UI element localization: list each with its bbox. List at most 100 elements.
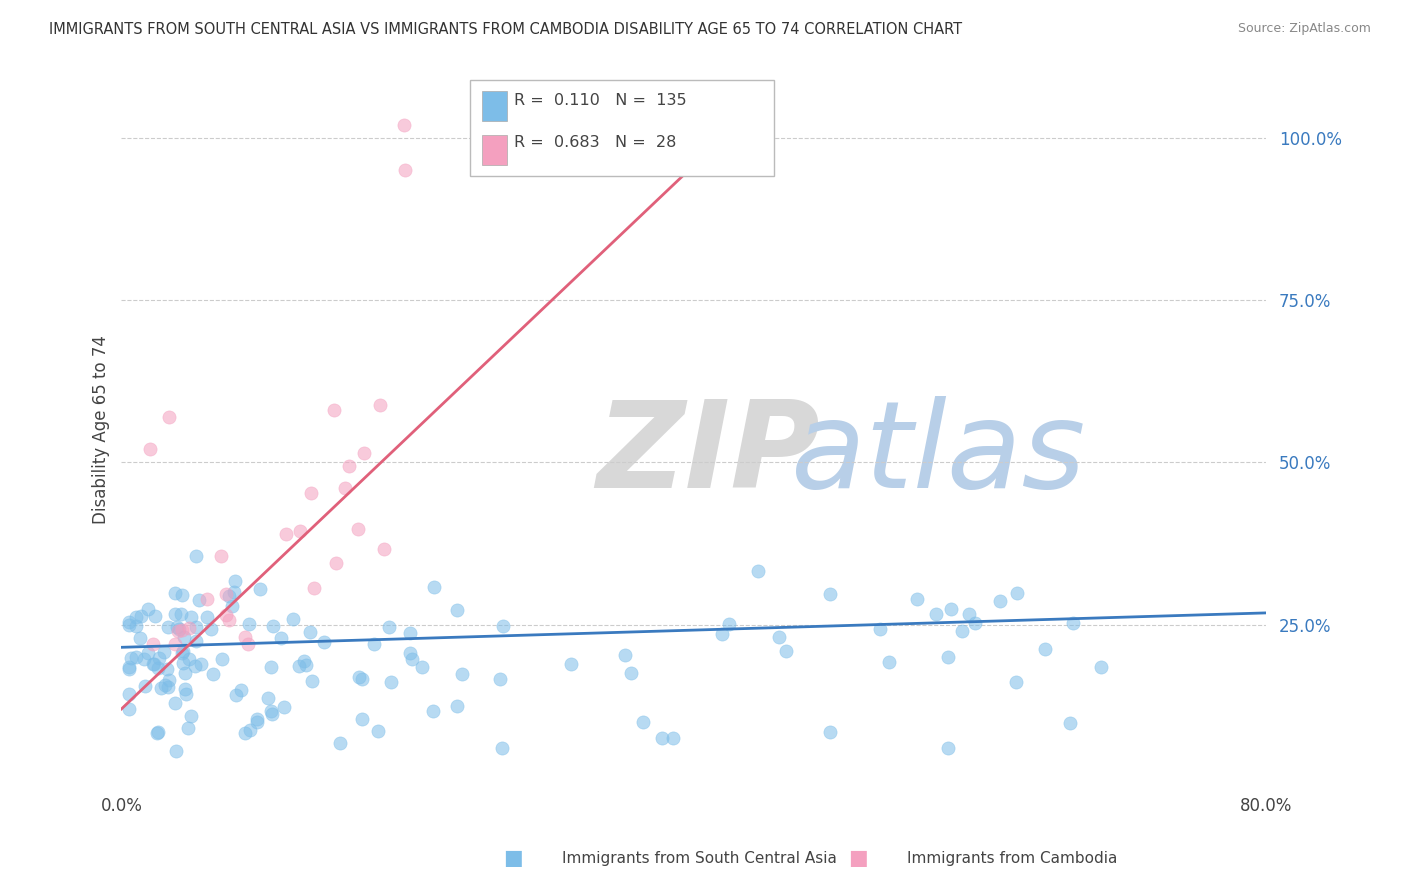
Point	[288, 658, 311, 673]
Point	[239, 723, 262, 737]
Point	[170, 588, 193, 602]
Point	[411, 660, 433, 674]
Point	[142, 657, 165, 672]
Point	[451, 666, 474, 681]
Text: ZIP: ZIP	[596, 396, 820, 514]
Point	[270, 632, 292, 646]
Point	[170, 607, 193, 622]
Point	[176, 687, 198, 701]
Point	[184, 549, 207, 564]
Point	[957, 607, 980, 621]
Point	[276, 527, 298, 541]
Point	[134, 679, 156, 693]
Point	[180, 609, 202, 624]
Point	[1090, 660, 1112, 674]
Bar	[471, 80, 773, 177]
Point	[292, 654, 315, 668]
Point	[200, 622, 222, 636]
Point	[373, 542, 395, 557]
Point	[221, 599, 243, 614]
Point	[156, 662, 179, 676]
Point	[302, 581, 325, 595]
Point	[614, 648, 637, 662]
Point	[136, 602, 159, 616]
Point	[167, 622, 190, 636]
Point	[172, 643, 194, 657]
Point	[661, 731, 683, 746]
Bar	[482, 135, 508, 165]
Point	[988, 594, 1011, 608]
Point	[139, 442, 162, 457]
Point	[233, 726, 256, 740]
Point	[246, 712, 269, 726]
Point	[492, 618, 515, 632]
Point	[370, 398, 392, 412]
Point	[118, 660, 141, 674]
Point	[165, 744, 187, 758]
Point	[163, 607, 186, 621]
Y-axis label: Disability Age 65 to 74: Disability Age 65 to 74	[93, 335, 110, 524]
Point	[215, 586, 238, 600]
Point	[620, 666, 643, 681]
Point	[152, 645, 174, 659]
Point	[236, 637, 259, 651]
Point	[325, 556, 347, 570]
Point	[120, 651, 142, 665]
Point	[301, 674, 323, 689]
Point	[392, 118, 415, 132]
Point	[1062, 615, 1084, 630]
Point	[775, 644, 797, 658]
Point	[768, 631, 790, 645]
Point	[174, 681, 197, 696]
Point	[125, 609, 148, 624]
Point	[117, 618, 139, 632]
Point	[347, 522, 370, 536]
Point	[218, 613, 240, 627]
Point	[950, 624, 973, 639]
Point	[965, 616, 987, 631]
Point	[117, 702, 139, 716]
Point	[262, 706, 284, 721]
Text: R =  0.110   N =  135: R = 0.110 N = 135	[513, 93, 686, 108]
Point	[117, 687, 139, 701]
Point	[283, 612, 305, 626]
Point	[367, 723, 389, 738]
Point	[218, 589, 240, 603]
Point	[167, 624, 190, 638]
Point	[333, 481, 356, 495]
Point	[148, 651, 170, 665]
Point	[148, 725, 170, 739]
Point	[398, 646, 420, 660]
Point	[401, 651, 423, 665]
Point	[941, 601, 963, 615]
Point	[187, 593, 209, 607]
Text: Source: ZipAtlas.com: Source: ZipAtlas.com	[1237, 22, 1371, 36]
Point	[312, 635, 335, 649]
Point	[156, 620, 179, 634]
Point	[301, 486, 323, 500]
Point	[246, 714, 269, 729]
Point	[290, 524, 312, 538]
Text: IMMIGRANTS FROM SOUTH CENTRAL ASIA VS IMMIGRANTS FROM CAMBODIA DISABILITY AGE 65: IMMIGRANTS FROM SOUTH CENTRAL ASIA VS IM…	[49, 22, 962, 37]
Point	[1033, 642, 1056, 657]
Point	[153, 678, 176, 692]
Point	[1005, 675, 1028, 690]
Point	[818, 587, 841, 601]
Point	[229, 683, 252, 698]
Point	[124, 619, 146, 633]
Point	[214, 607, 236, 622]
Point	[350, 672, 373, 686]
Point	[936, 650, 959, 665]
Point	[222, 585, 245, 599]
Point	[423, 580, 446, 594]
Point	[380, 674, 402, 689]
Point	[260, 704, 283, 718]
Point	[177, 621, 200, 635]
Point	[936, 740, 959, 755]
Point	[633, 714, 655, 729]
Point	[163, 637, 186, 651]
Point	[353, 446, 375, 460]
Point	[249, 582, 271, 596]
Point	[422, 705, 444, 719]
Point	[128, 631, 150, 645]
